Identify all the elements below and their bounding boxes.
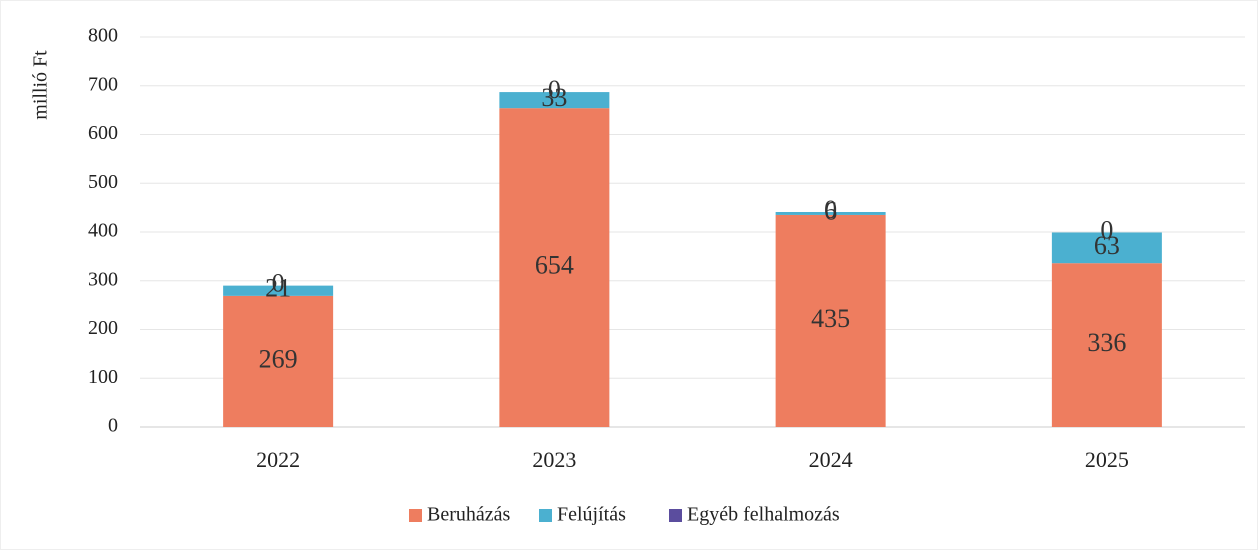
data-label: 6: [824, 196, 837, 225]
bar-segment: [775, 214, 886, 427]
data-label: 63: [1094, 231, 1120, 260]
data-label: 0: [548, 75, 561, 104]
data-label: 0: [272, 269, 285, 298]
legend-swatch: [539, 509, 552, 522]
y-tick-label: 600: [88, 122, 118, 144]
legend-label: Beruházás: [427, 504, 511, 526]
legend-label: Egyéb felhalmozás: [687, 504, 840, 526]
x-tick-label: 2022: [256, 447, 300, 472]
x-tick-label: 2023: [532, 447, 576, 472]
data-label: 654: [535, 251, 574, 280]
bar-segment: [1051, 263, 1162, 427]
y-tick-label: 0: [108, 415, 118, 437]
bar-segment: [1051, 232, 1162, 264]
legend-swatch: [409, 509, 422, 522]
data-label: 269: [259, 344, 298, 373]
y-tick-label: 800: [88, 25, 118, 47]
data-label: 33: [541, 83, 567, 112]
bar-segment: [775, 212, 886, 215]
y-tick-label: 400: [88, 220, 118, 242]
legend-swatch: [669, 509, 682, 522]
y-tick-label: 100: [88, 366, 118, 388]
y-axis-label: millió Ft: [30, 50, 52, 120]
y-tick-label: 500: [88, 171, 118, 193]
x-tick-label: 2024: [809, 447, 853, 472]
bar-segment: [223, 285, 334, 296]
data-label: 21: [265, 274, 291, 303]
x-tick-label: 2025: [1085, 447, 1129, 472]
data-label: 0: [1100, 215, 1113, 244]
y-tick-label: 300: [88, 268, 118, 290]
data-label: 336: [1087, 328, 1126, 357]
bar-segment: [499, 108, 610, 428]
legend-label: Felújítás: [557, 504, 626, 526]
y-tick-label: 200: [88, 317, 118, 339]
bar-segment: [499, 92, 610, 109]
data-label: 0: [824, 195, 837, 224]
y-tick-label: 700: [88, 73, 118, 95]
bar-segment: [223, 295, 334, 427]
data-label: 435: [811, 304, 850, 333]
